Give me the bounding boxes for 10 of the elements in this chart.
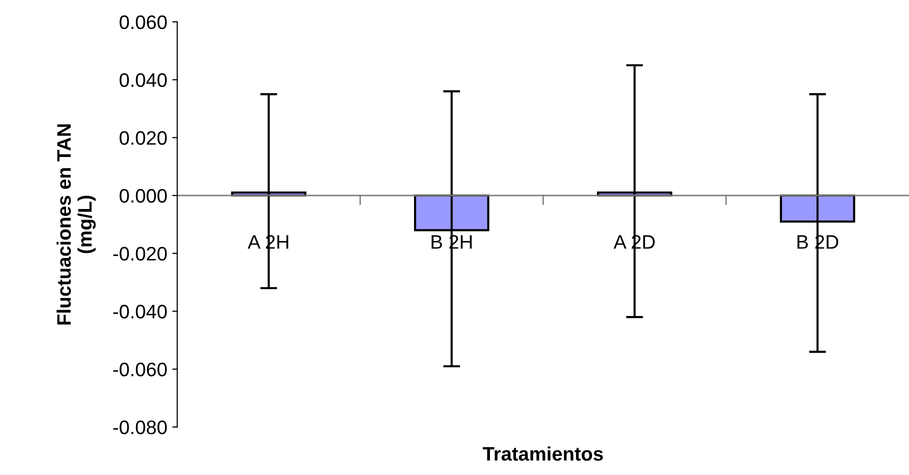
y-tick-label: -0.060 [113, 362, 167, 376]
y-tick-label: 0.000 [120, 188, 167, 203]
y-tick-label: 0.020 [120, 131, 167, 145]
y-tick-label: -0.040 [113, 304, 167, 318]
y-tick-label: 0.060 [120, 15, 167, 30]
y-axis-title: Fluctuaciones en TAN (mg/L) [56, 124, 96, 325]
y-tick-label: 0.040 [120, 73, 167, 87]
x-axis-title: Tratamientos [482, 446, 603, 461]
y-tick-label: -0.080 [113, 420, 167, 434]
y-tick-label: -0.020 [113, 246, 167, 261]
